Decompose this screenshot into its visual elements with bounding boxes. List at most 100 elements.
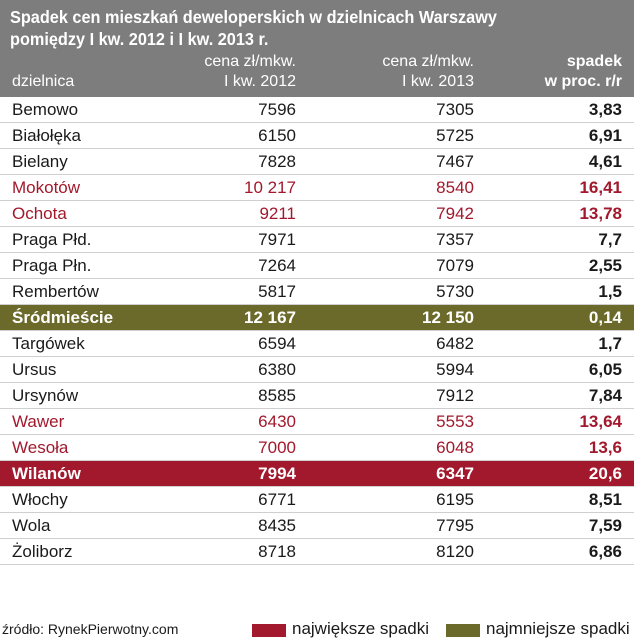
- cell-drop: 1,5: [598, 282, 622, 301]
- cell-price-2013: 12 150: [422, 308, 474, 327]
- cell-price-2012: 8435: [258, 516, 296, 535]
- cell-district: Targówek: [12, 334, 85, 353]
- cell-price-2013: 6195: [436, 490, 474, 509]
- cell-drop: 3,83: [588, 100, 622, 119]
- cell-price-2012: 6594: [258, 334, 296, 353]
- legend-swatch-small: [446, 624, 480, 637]
- cell-district: Ochota: [12, 204, 67, 223]
- cell-drop: 8,51: [588, 490, 622, 509]
- cell-district: Wilanów: [12, 464, 81, 483]
- table-row: Żoliborz 8718 8120 6,86: [0, 539, 634, 565]
- table-row: Targówek 6594 6482 1,7: [0, 331, 634, 357]
- header-drop-line2: w proc. r/r: [544, 73, 622, 90]
- table-row: Mokotów 10 217 8540 16,41: [0, 175, 634, 201]
- cell-district: Bielany: [12, 152, 68, 171]
- table-row: Ursynów 8585 7912 7,84: [0, 383, 634, 409]
- legend-swatch-big: [252, 624, 286, 637]
- cell-district: Śródmieście: [12, 308, 114, 327]
- cell-price-2013: 8540: [436, 178, 474, 197]
- cell-price-2012: 7000: [258, 438, 296, 457]
- header-district: dzielnica: [12, 73, 75, 90]
- cell-drop: 1,7: [598, 334, 622, 353]
- table-row: Wesoła 7000 6048 13,6: [0, 435, 634, 461]
- cell-price-2012: 8718: [258, 542, 296, 561]
- table-row: Wola 8435 7795 7,59: [0, 513, 634, 539]
- cell-drop: 13,6: [588, 438, 622, 457]
- source-note: źródło: RynekPierwotny.com: [2, 621, 179, 637]
- table-row: Rembertów 5817 5730 1,5: [0, 279, 634, 305]
- cell-drop: 2,55: [588, 256, 622, 275]
- cell-price-2012: 7828: [258, 152, 296, 171]
- cell-drop: 6,91: [588, 126, 622, 145]
- header-drop-line1: spadek: [566, 53, 622, 70]
- cell-drop: 7,59: [588, 516, 622, 535]
- cell-price-2013: 5730: [436, 282, 474, 301]
- table-row: Włochy 6771 6195 8,51: [0, 487, 634, 513]
- cell-price-2013: 5994: [436, 360, 474, 379]
- cell-price-2012: 5817: [258, 282, 296, 301]
- table-row: Białołęka 6150 5725 6,91: [0, 123, 634, 149]
- cell-price-2013: 7795: [436, 516, 474, 535]
- cell-district: Rembertów: [12, 282, 99, 301]
- cell-price-2013: 7942: [436, 204, 474, 223]
- header-price-2012-line2: I kw. 2012: [223, 73, 296, 90]
- cell-price-2012: 7994: [258, 464, 296, 483]
- cell-price-2013: 7467: [436, 152, 474, 171]
- cell-drop: 6,86: [588, 542, 622, 561]
- cell-price-2012: 12 167: [244, 308, 296, 327]
- cell-price-2013: 7079: [436, 256, 474, 275]
- cell-district: Praga Płd.: [12, 230, 92, 249]
- header-price-2013-line2: I kw. 2013: [401, 73, 474, 90]
- cell-drop: 16,41: [579, 178, 622, 197]
- header-price-2012-line1: cena zł/mkw.: [204, 53, 296, 70]
- cell-district: Praga Płn.: [12, 256, 92, 275]
- table-row: Bielany 7828 7467 4,61: [0, 149, 634, 175]
- cell-drop: 13,64: [579, 412, 622, 431]
- cell-district: Wola: [12, 516, 51, 535]
- cell-district: Ursus: [12, 360, 57, 379]
- cell-price-2013: 7305: [436, 100, 474, 119]
- table-row: Śródmieście 12 167 12 150 0,14: [0, 305, 634, 331]
- table-row: Bemowo 7596 7305 3,83: [0, 97, 634, 123]
- cell-district: Wesoła: [12, 438, 69, 457]
- cell-price-2013: 8120: [436, 542, 474, 561]
- cell-price-2012: 7971: [258, 230, 296, 249]
- table-row: Wawer 6430 5553 13,64: [0, 409, 634, 435]
- cell-price-2013: 6482: [436, 334, 474, 353]
- cell-district: Ursynów: [12, 386, 79, 405]
- cell-price-2012: 7264: [258, 256, 296, 275]
- cell-price-2012: 6430: [258, 412, 296, 431]
- cell-drop: 4,61: [588, 152, 622, 171]
- table-row: Praga Płd. 7971 7357 7,7: [0, 227, 634, 253]
- table-footer: źródło: RynekPierwotny.com największe sp…: [0, 619, 634, 640]
- cell-price-2012: 6150: [258, 126, 296, 145]
- cell-drop: 20,6: [588, 464, 622, 483]
- cell-district: Żoliborz: [12, 542, 73, 561]
- table-row: Wilanów 7994 6347 20,6: [0, 461, 634, 487]
- cell-drop: 7,7: [598, 230, 622, 249]
- cell-price-2012: 8585: [258, 386, 296, 405]
- legend-label-big: największe spadki: [292, 619, 430, 638]
- cell-price-2013: 7912: [436, 386, 474, 405]
- cell-price-2013: 6347: [436, 464, 474, 483]
- cell-drop: 13,78: [579, 204, 622, 223]
- cell-drop: 6,05: [588, 360, 622, 379]
- table-row: Ochota 9211 7942 13,78: [0, 201, 634, 227]
- cell-district: Bemowo: [12, 100, 79, 119]
- cell-price-2012: 10 217: [244, 178, 296, 197]
- cell-price-2013: 7357: [436, 230, 474, 249]
- legend-label-small: najmniejsze spadki: [486, 619, 630, 638]
- header-price-2013-line1: cena zł/mkw.: [382, 53, 474, 70]
- cell-price-2012: 7596: [258, 100, 296, 119]
- cell-drop: 7,84: [588, 386, 622, 405]
- cell-district: Włochy: [12, 490, 68, 509]
- cell-district: Mokotów: [12, 178, 81, 197]
- cell-price-2012: 9211: [259, 204, 296, 223]
- cell-district: Wawer: [12, 412, 65, 431]
- table-row: Praga Płn. 7264 7079 2,55: [0, 253, 634, 279]
- cell-drop: 0,14: [588, 308, 622, 327]
- table-header: Spadek cen mieszkań deweloperskich w dzi…: [0, 0, 634, 97]
- table-row: Ursus 6380 5994 6,05: [0, 357, 634, 383]
- cell-price-2013: 5725: [436, 126, 474, 145]
